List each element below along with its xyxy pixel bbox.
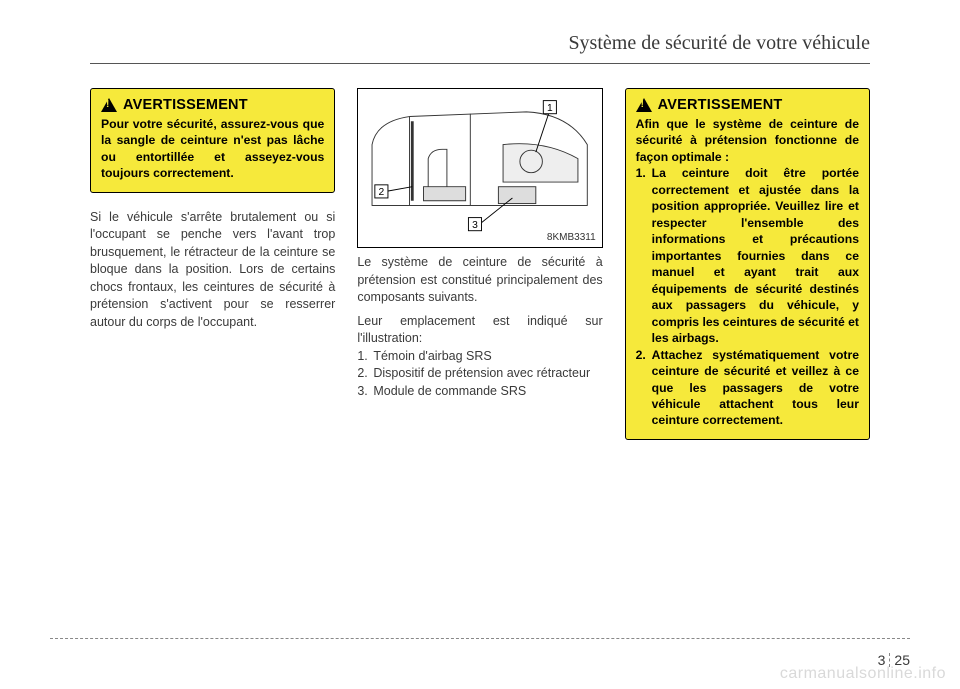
warning-box-1: AVERTISSEMENT Pour votre sécurité, assur…	[90, 88, 335, 193]
list-item: 1.Témoin d'airbag SRS	[357, 348, 602, 366]
warning-list: 1.La ceinture doit être portée correctem…	[636, 165, 859, 429]
warning-triangle-icon	[636, 98, 652, 112]
figure-reference: 8KMB3311	[547, 232, 596, 243]
warning-title: AVERTISSEMENT	[123, 97, 248, 113]
column-3: AVERTISSEMENT Afin que le système de cei…	[625, 88, 870, 440]
warning-header: AVERTISSEMENT	[636, 97, 859, 113]
callout-2: 2	[379, 187, 385, 198]
warning-body: Pour votre sécurité, assurez-vous que la…	[101, 116, 324, 182]
callout-1: 1	[547, 103, 553, 114]
vehicle-diagram-figure: 1 2 3 8KMB3311	[357, 88, 602, 248]
list-item: 1.La ceinture doit être portée correctem…	[636, 165, 859, 346]
paragraph: Le système de ceinture de sécurité à pré…	[357, 254, 602, 307]
warning-box-2: AVERTISSEMENT Afin que le système de cei…	[625, 88, 870, 440]
vehicle-diagram-svg: 1 2 3	[358, 89, 601, 247]
warning-triangle-icon	[101, 98, 117, 112]
section-title: Système de sécurité de votre véhicule	[568, 32, 870, 55]
column-2: 1 2 3 8KMB3311 Le système de ceinture de…	[357, 88, 602, 440]
footer-rule	[50, 638, 910, 639]
paragraph: Si le véhicule s'arrête brutalement ou s…	[90, 209, 335, 332]
warning-title: AVERTISSEMENT	[658, 97, 783, 113]
paragraph: Leur emplacement est indiqué sur l'illus…	[357, 313, 602, 348]
component-list: 1.Témoin d'airbag SRS 2.Dispositif de pr…	[357, 348, 602, 401]
list-item: 2.Dispositif de prétension avec rétracte…	[357, 365, 602, 383]
watermark-text: carmanualsonline.info	[780, 665, 946, 683]
content-columns: AVERTISSEMENT Pour votre sécurité, assur…	[90, 88, 870, 440]
warning-intro: Afin que le système de ceinture de sécur…	[636, 116, 859, 165]
list-item: 2.Attachez systématiquement votre ceintu…	[636, 347, 859, 429]
manual-page: Système de sécurité de votre véhicule AV…	[0, 0, 960, 689]
callout-3: 3	[472, 220, 478, 231]
warning-header: AVERTISSEMENT	[101, 97, 324, 113]
header-rule: Système de sécurité de votre véhicule	[90, 36, 870, 64]
column-1: AVERTISSEMENT Pour votre sécurité, assur…	[90, 88, 335, 440]
list-item: 3.Module de commande SRS	[357, 383, 602, 401]
